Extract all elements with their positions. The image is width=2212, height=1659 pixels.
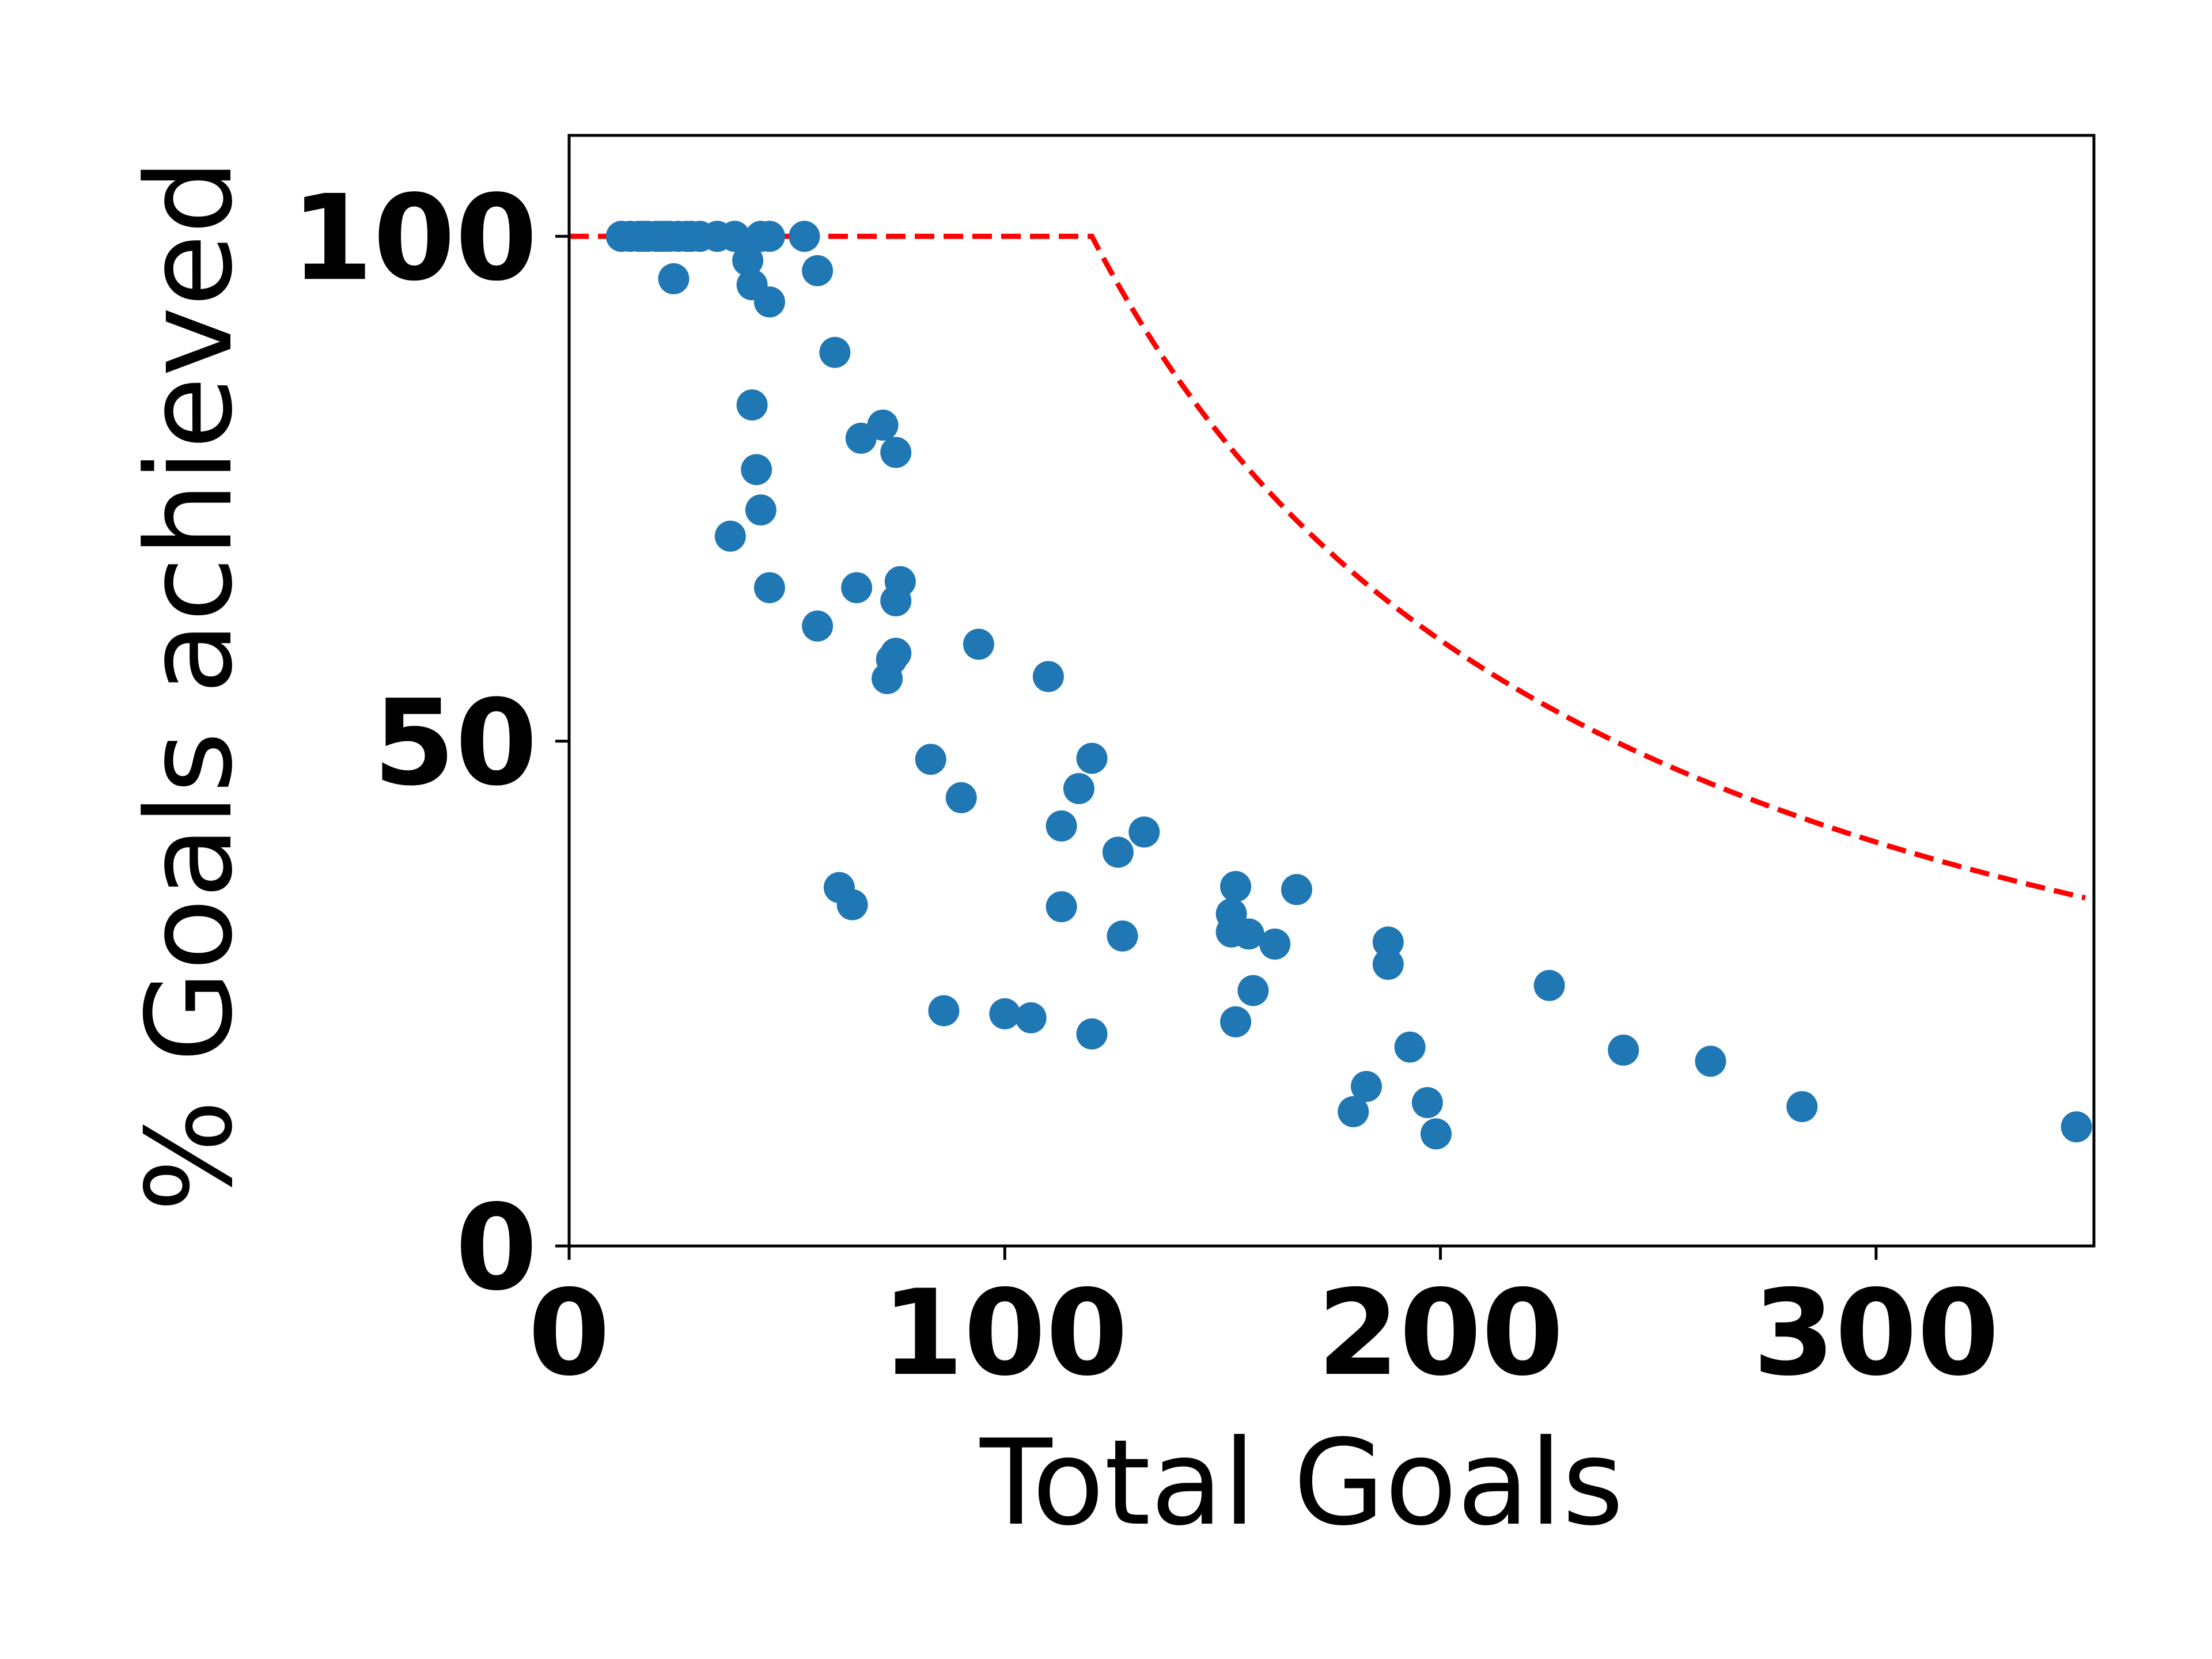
data-point xyxy=(736,389,768,421)
plot-frame xyxy=(567,134,2096,1248)
data-point xyxy=(819,336,851,368)
data-point xyxy=(963,628,994,660)
data-point xyxy=(714,520,746,552)
data-point xyxy=(915,744,946,775)
data-point xyxy=(928,995,960,1027)
reference-dashed-line xyxy=(569,233,2086,900)
data-point xyxy=(753,221,785,252)
data-point xyxy=(1046,810,1077,842)
data-point xyxy=(1046,891,1077,923)
data-point xyxy=(719,221,751,252)
y-axis-label: % Goals achieved xyxy=(122,159,259,1212)
data-point xyxy=(802,255,834,286)
x-tick-label: 100 xyxy=(881,1265,1128,1402)
reference-line-layer xyxy=(569,233,2086,900)
data-point xyxy=(2061,1111,2092,1143)
data-point xyxy=(1076,1018,1108,1050)
data-point xyxy=(1411,1087,1443,1119)
data-point xyxy=(880,585,912,616)
data-point xyxy=(1421,1118,1452,1150)
x-tick-label: 200 xyxy=(1317,1265,1564,1402)
data-point xyxy=(1786,1091,1818,1123)
data-point xyxy=(741,454,772,486)
data-point xyxy=(1063,773,1094,804)
data-point xyxy=(753,572,785,604)
data-point xyxy=(945,782,977,813)
data-point xyxy=(1281,874,1312,906)
data-point xyxy=(880,437,912,468)
data-point xyxy=(1372,926,1404,958)
data-point xyxy=(789,221,820,252)
data-point xyxy=(753,286,785,318)
data-point xyxy=(1695,1046,1726,1077)
data-point xyxy=(1076,743,1108,774)
x-tick-label: 0 xyxy=(528,1265,611,1402)
data-point xyxy=(1220,871,1252,902)
data-point xyxy=(1394,1031,1426,1063)
data-point xyxy=(1015,1002,1047,1033)
data-point xyxy=(1220,1006,1252,1037)
x-tick-label: 300 xyxy=(1753,1265,1999,1402)
data-point xyxy=(745,494,777,526)
data-point xyxy=(658,263,690,294)
data-point xyxy=(1372,949,1404,980)
points-layer xyxy=(605,221,2092,1150)
data-point xyxy=(1608,1035,1639,1066)
data-point xyxy=(1233,918,1264,950)
data-point xyxy=(867,410,899,441)
data-point xyxy=(1259,928,1291,960)
data-point xyxy=(802,610,834,642)
data-point xyxy=(1102,836,1134,868)
data-point xyxy=(872,663,903,694)
data-point xyxy=(841,572,873,604)
data-point xyxy=(1107,920,1138,952)
data-point xyxy=(989,998,1021,1029)
data-point xyxy=(1533,969,1565,1001)
x-axis-label: Total Goals xyxy=(979,1415,1624,1552)
data-point xyxy=(836,889,868,921)
x-axis-ticks: 0 100 200 300 xyxy=(528,1246,1999,1402)
data-point xyxy=(732,245,764,276)
y-axis-ticks: 0 50 100 xyxy=(291,170,569,1317)
y-tick-label: 50 xyxy=(373,675,537,812)
data-point xyxy=(1128,816,1160,848)
data-point xyxy=(1237,975,1269,1006)
data-point xyxy=(1338,1096,1369,1127)
y-tick-label: 100 xyxy=(291,170,537,307)
data-point xyxy=(1032,661,1064,692)
data-point xyxy=(1351,1071,1382,1103)
y-tick-label: 0 xyxy=(455,1180,537,1317)
